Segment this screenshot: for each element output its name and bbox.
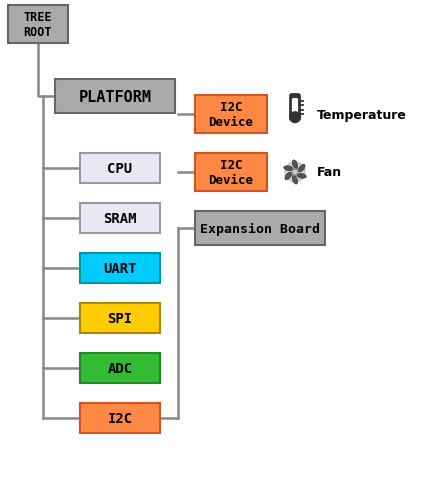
FancyBboxPatch shape (195, 211, 325, 245)
Ellipse shape (285, 173, 292, 180)
Ellipse shape (292, 176, 298, 185)
Circle shape (293, 171, 297, 174)
Text: I2C
Device: I2C Device (209, 101, 254, 129)
FancyBboxPatch shape (80, 353, 160, 383)
FancyBboxPatch shape (292, 100, 297, 117)
Text: TREE
ROOT: TREE ROOT (24, 11, 52, 39)
Text: UART: UART (103, 262, 137, 276)
Text: SPI: SPI (107, 312, 133, 325)
Circle shape (290, 113, 300, 123)
Ellipse shape (292, 161, 298, 169)
Text: I2C: I2C (107, 411, 133, 425)
Text: Temperature: Temperature (317, 108, 407, 121)
Ellipse shape (284, 166, 293, 171)
FancyBboxPatch shape (80, 304, 160, 333)
Ellipse shape (297, 174, 306, 179)
FancyBboxPatch shape (80, 203, 160, 233)
FancyBboxPatch shape (80, 154, 160, 184)
Circle shape (292, 169, 298, 176)
Text: SRAM: SRAM (103, 211, 137, 225)
Text: Expansion Board: Expansion Board (200, 222, 320, 235)
FancyBboxPatch shape (80, 403, 160, 433)
Circle shape (285, 163, 305, 183)
FancyBboxPatch shape (195, 154, 267, 191)
Ellipse shape (298, 165, 305, 172)
FancyBboxPatch shape (195, 96, 267, 134)
FancyBboxPatch shape (55, 80, 175, 114)
FancyBboxPatch shape (80, 254, 160, 284)
Text: I2C
Device: I2C Device (209, 159, 254, 187)
FancyBboxPatch shape (290, 95, 300, 121)
Text: Fan: Fan (317, 166, 342, 179)
Text: ADC: ADC (107, 361, 133, 375)
FancyBboxPatch shape (8, 6, 68, 44)
Text: PLATFORM: PLATFORM (78, 89, 151, 104)
Text: CPU: CPU (107, 162, 133, 176)
